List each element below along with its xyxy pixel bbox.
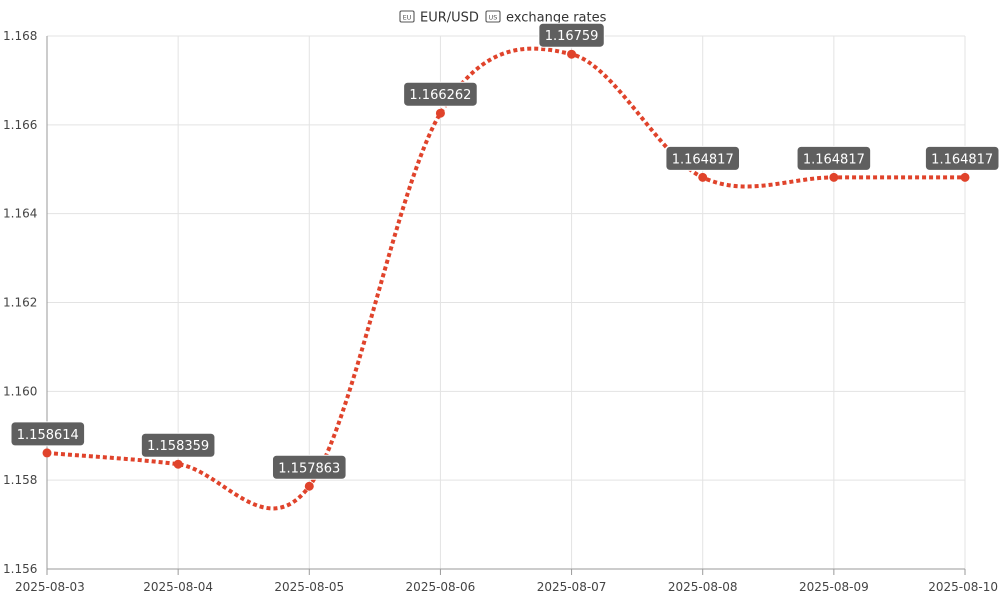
data-label-text: 1.164817: [672, 152, 734, 167]
chart-title-suffix: exchange rates: [506, 11, 607, 26]
grid: [46, 35, 966, 570]
x-axis-ticks: 2025-08-03 2025-08-04 2025-08-05 2025-08-06…: [15, 580, 998, 594]
y-tick-label: 1.156: [3, 562, 37, 576]
data-label-box: [538, 22, 605, 48]
x-tick-label: 2025-08-07: [537, 580, 607, 594]
data-label-text: 1.166262: [409, 88, 471, 103]
data-label-text: 1.164817: [931, 152, 993, 167]
y-tick-label: 1.160: [3, 384, 37, 398]
data-point[interactable]: [173, 459, 183, 469]
data-label: 1.158614: [10, 421, 86, 447]
data-point[interactable]: [698, 172, 708, 182]
x-tick-label: 2025-08-04: [143, 580, 213, 594]
data-label: 1.164817: [665, 145, 741, 171]
y-tick-label: 1.166: [3, 118, 37, 132]
data-label: 1.157863: [271, 454, 347, 480]
svg-text:US: US: [489, 14, 498, 22]
data-label-box: [796, 145, 872, 171]
x-tick-label: 2025-08-06: [406, 580, 476, 594]
y-tick-label: 1.164: [3, 207, 37, 221]
data-label: 1.164817: [796, 145, 872, 171]
data-point[interactable]: [304, 481, 314, 491]
data-label-box: [271, 454, 347, 480]
data-label: 1.16759: [538, 22, 605, 48]
data-point[interactable]: [435, 108, 445, 118]
data-label-box: [665, 145, 741, 171]
data-label-text: 1.16759: [545, 29, 599, 44]
x-tick-label: 2025-08-10: [928, 580, 998, 594]
x-tick-label: 2025-08-05: [274, 580, 344, 594]
data-label: 1.166262: [403, 81, 478, 107]
chart-title-pair: EUR/USD: [420, 11, 479, 26]
data-points: [42, 49, 970, 491]
data-label: 1.164817: [924, 145, 1000, 171]
y-axis-ticks: 1.156 1.158 1.160 1.162 1.164 1.166 1.168: [3, 29, 37, 576]
data-label-box: [140, 432, 216, 458]
data-label-text: 1.158359: [147, 439, 209, 454]
data-label-box: [403, 81, 478, 107]
y-tick-label: 1.162: [3, 296, 37, 310]
axes: [46, 36, 966, 575]
x-tick-label: 2025-08-08: [668, 580, 738, 594]
data-point[interactable]: [829, 172, 839, 182]
eu-flag-icon: EU: [399, 10, 415, 23]
data-point[interactable]: [42, 448, 52, 458]
data-label-text: 1.164817: [803, 152, 865, 167]
data-label-text: 1.157863: [278, 461, 340, 476]
data-label-box: [924, 145, 1000, 171]
data-labels: 1.158614 1.158359 1.157863 1.166262 1.16759 1…: [10, 22, 1000, 480]
data-label-text: 1.158614: [17, 428, 79, 443]
y-tick-label: 1.168: [3, 29, 37, 43]
y-tick-label: 1.158: [3, 473, 37, 487]
chart-title: EU EUR/USD US exchange rates: [399, 10, 607, 26]
us-flag-icon: US: [485, 10, 501, 23]
data-label: 1.158359: [140, 432, 216, 458]
x-tick-label: 2025-08-03: [15, 580, 85, 594]
data-point[interactable]: [567, 49, 577, 59]
x-tick-label: 2025-08-09: [799, 580, 869, 594]
svg-text:EU: EU: [403, 14, 412, 22]
data-point[interactable]: [960, 172, 970, 182]
data-label-box: [10, 421, 86, 447]
